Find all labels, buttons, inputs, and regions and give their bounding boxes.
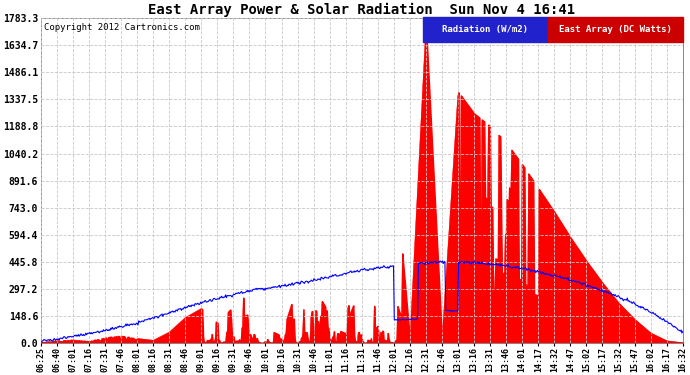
Text: Radiation (W/m2): Radiation (W/m2) xyxy=(442,25,529,34)
Title: East Array Power & Solar Radiation  Sun Nov 4 16:41: East Array Power & Solar Radiation Sun N… xyxy=(148,3,575,17)
Bar xyxy=(423,18,548,42)
Text: Copyright 2012 Cartronics.com: Copyright 2012 Cartronics.com xyxy=(44,23,200,32)
Bar xyxy=(548,18,682,42)
Text: East Array (DC Watts): East Array (DC Watts) xyxy=(559,25,672,34)
